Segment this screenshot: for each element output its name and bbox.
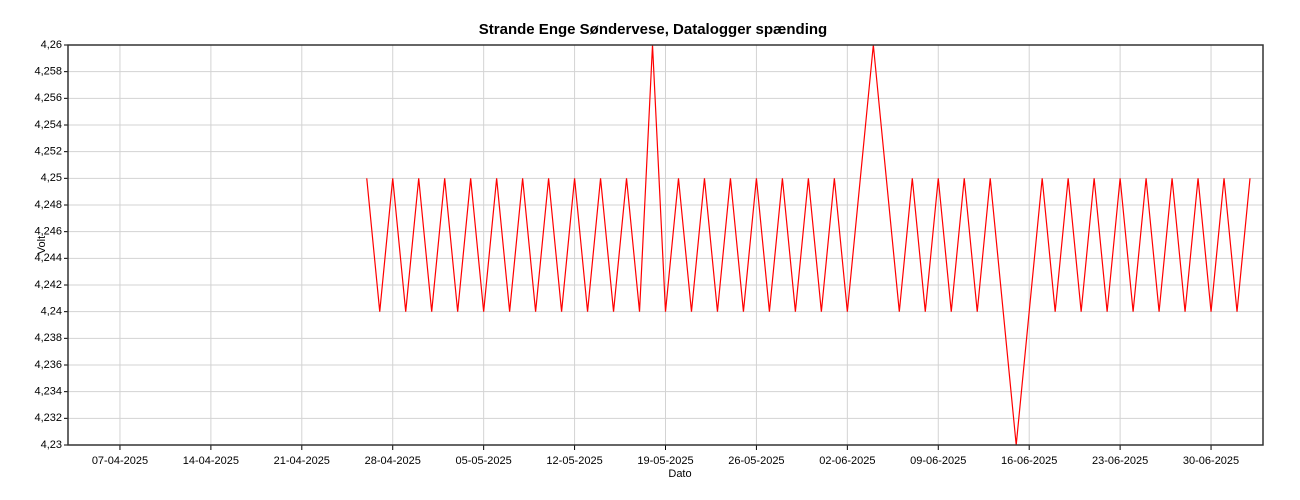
y-tick-label: 4,258 [34,66,62,78]
chart-title: Strande Enge Søndervese, Datalogger spæn… [479,21,827,38]
x-tick-label: 05-05-2025 [456,455,512,467]
x-tick-label: 21-04-2025 [274,455,330,467]
x-tick-label: 30-06-2025 [1183,455,1239,467]
x-tick-label: 12-05-2025 [546,455,602,467]
y-axis-label: Volt [36,236,48,254]
x-tick-label: 19-05-2025 [637,455,693,467]
x-tick-label: 14-04-2025 [183,455,239,467]
y-tick-label: 4,24 [41,306,62,318]
y-tick-label: 4,232 [34,412,62,424]
y-tick-label: 4,25 [41,172,62,184]
plot-frame [67,44,1264,446]
y-tick-label: 4,242 [34,279,62,291]
data-line [366,44,1251,446]
y-tick-label: 4,254 [34,119,62,131]
y-tick-label: 4,252 [34,146,62,158]
x-tick-label: 09-06-2025 [910,455,966,467]
x-tick-label: 07-04-2025 [92,455,148,467]
y-tick-label: 4,236 [34,359,62,371]
x-tick-label: 28-04-2025 [365,455,421,467]
x-tick-label: 26-05-2025 [728,455,784,467]
y-tick-label: 4,248 [34,199,62,211]
y-tick-label: 4,26 [41,39,62,51]
y-tick-label: 4,246 [34,226,62,238]
y-tick-label: 4,244 [34,252,62,264]
x-tick-label: 02-06-2025 [819,455,875,467]
y-tick-label: 4,238 [34,332,62,344]
y-tick-label: 4,234 [34,386,62,398]
x-tick-label: 16-06-2025 [1001,455,1057,467]
y-tick-label: 4,23 [41,439,62,451]
y-tick-label: 4,256 [34,92,62,104]
x-axis-label: Dato [668,468,691,480]
x-tick-label: 23-06-2025 [1092,455,1148,467]
